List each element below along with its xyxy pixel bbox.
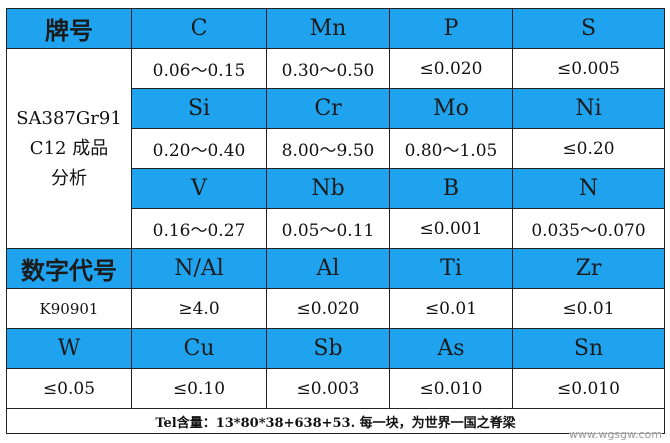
element-header-zr: Zr — [512, 248, 665, 289]
value-ni: ≤0.20 — [512, 128, 665, 169]
value-v: 0.16～0.27 — [131, 208, 267, 249]
element-header-p: P — [389, 8, 513, 49]
value-si: 0.20～0.40 — [131, 128, 267, 169]
value-sb: ≤0.003 — [266, 368, 390, 409]
element-header-cu: Cu — [131, 328, 267, 369]
value-al: ≤0.020 — [266, 288, 390, 329]
value-as: ≤0.010 — [389, 368, 513, 409]
value-cr: 8.00～9.50 — [266, 128, 390, 169]
element-header-cr: Cr — [266, 88, 390, 129]
value-n-al: ≥4.0 — [131, 288, 267, 329]
footer-note: Tel含量：13*80*38+638+53. 每一块，为世界一国之脊梁 — [6, 408, 665, 434]
grade-line: SA387Gr91 — [16, 107, 122, 129]
grade-line: 分析 — [51, 167, 87, 189]
watermark: www.wgsgw.com — [568, 428, 662, 441]
element-header-sb: Sb — [266, 328, 390, 369]
element-header-mo: Mo — [389, 88, 513, 129]
element-header-b: B — [389, 168, 513, 209]
value-ti: ≤0.01 — [389, 288, 513, 329]
element-header-s: S — [512, 8, 665, 49]
value-cu: ≤0.10 — [131, 368, 267, 409]
code-header: 数字代号 — [6, 248, 132, 289]
element-header-n: N — [512, 168, 665, 209]
element-header-nb: Nb — [266, 168, 390, 209]
composition-table: 牌号 C Mn P S SA387Gr91 C12 成品 分析 0.06～0.1… — [6, 8, 665, 434]
grade-header: 牌号 — [6, 8, 132, 49]
grade-line: C12 成品 — [29, 137, 109, 159]
element-header-sn: Sn — [512, 328, 665, 369]
value-s: ≤0.005 — [512, 48, 665, 89]
element-header-si: Si — [131, 88, 267, 129]
element-header-mn: Mn — [266, 8, 390, 49]
value-mn: 0.30～0.50 — [266, 48, 390, 89]
grade-cell: SA387Gr91 C12 成品 分析 — [6, 48, 132, 249]
value-mo: 0.80～1.05 — [389, 128, 513, 169]
value-nb: 0.05～0.11 — [266, 208, 390, 249]
value-w: ≤0.05 — [6, 368, 132, 409]
element-header-ni: Ni — [512, 88, 665, 129]
element-header-c: C — [131, 8, 267, 49]
value-n: 0.035～0.070 — [512, 208, 665, 249]
element-header-al: Al — [266, 248, 390, 289]
element-header-ti: Ti — [389, 248, 513, 289]
value-c: 0.06～0.15 — [131, 48, 267, 89]
element-header-n-al: N/Al — [131, 248, 267, 289]
element-header-w: W — [6, 328, 132, 369]
value-b: ≤0.001 — [389, 208, 513, 249]
value-p: ≤0.020 — [389, 48, 513, 89]
element-header-as: As — [389, 328, 513, 369]
code-value: K90901 — [6, 288, 132, 329]
element-header-v: V — [131, 168, 267, 209]
value-zr: ≤0.01 — [512, 288, 665, 329]
value-sn: ≤0.010 — [512, 368, 665, 409]
